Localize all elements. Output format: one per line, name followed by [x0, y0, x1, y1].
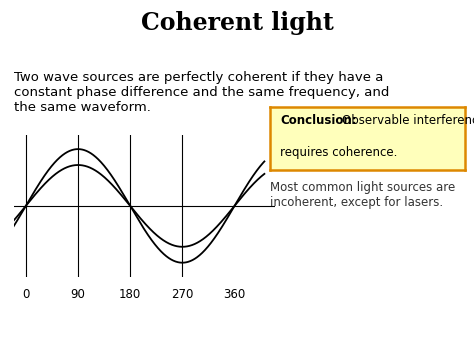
Text: Most common light sources are
incoherent, except for lasers.: Most common light sources are incoherent… — [270, 181, 456, 209]
Text: requires coherence.: requires coherence. — [280, 146, 397, 159]
Text: Observable interference: Observable interference — [342, 114, 474, 127]
Text: 0: 0 — [22, 288, 29, 301]
Text: 270: 270 — [171, 288, 193, 301]
Text: Conclusion:: Conclusion: — [280, 114, 356, 127]
Text: Two wave sources are perfectly coherent if they have a
constant phase difference: Two wave sources are perfectly coherent … — [14, 71, 390, 114]
Text: 180: 180 — [119, 288, 141, 301]
Text: 90: 90 — [71, 288, 85, 301]
Text: Coherent light: Coherent light — [141, 11, 333, 35]
Text: 360: 360 — [223, 288, 246, 301]
